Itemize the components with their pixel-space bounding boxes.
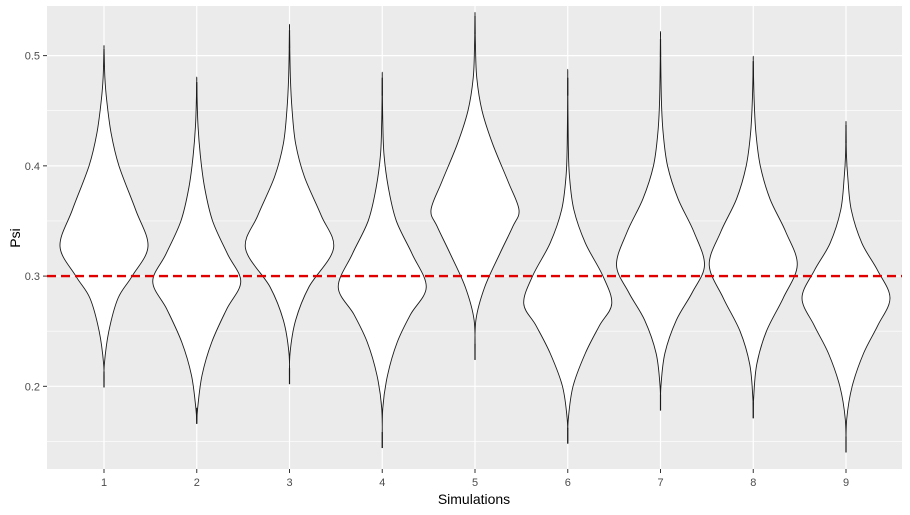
violin-6 [523,68,613,444]
violin-8 [708,55,798,419]
violin-2 [152,76,242,424]
violin-3 [244,23,335,385]
x-tick-label: 6 [565,477,571,489]
violin-1 [59,44,149,388]
y-tick-label: 0.3 [25,271,40,283]
x-tick-label: 2 [194,477,200,489]
x-tick-label: 5 [472,477,478,489]
y-tick-label: 0.5 [25,51,40,63]
y-axis-title: Psi [7,228,23,247]
violin-4 [337,71,427,449]
y-axis: 0.2 0.3 0.4 0.5 [25,51,47,393]
violin-9 [801,120,891,453]
x-tick-label: 3 [286,477,292,489]
violins [59,11,891,453]
x-tick-label: 4 [379,477,385,489]
y-tick-label: 0.2 [25,381,40,393]
violin-5 [430,11,520,360]
x-tick-label: 9 [843,477,849,489]
x-axis: 1 2 3 4 5 6 7 8 9 [101,469,849,489]
x-tick-label: 7 [657,477,663,489]
x-tick-label: 8 [750,477,756,489]
y-tick-label: 0.4 [25,161,40,173]
x-tick-label: 1 [101,477,107,489]
violin-7 [616,31,705,411]
x-axis-title: Simulations [438,491,510,507]
